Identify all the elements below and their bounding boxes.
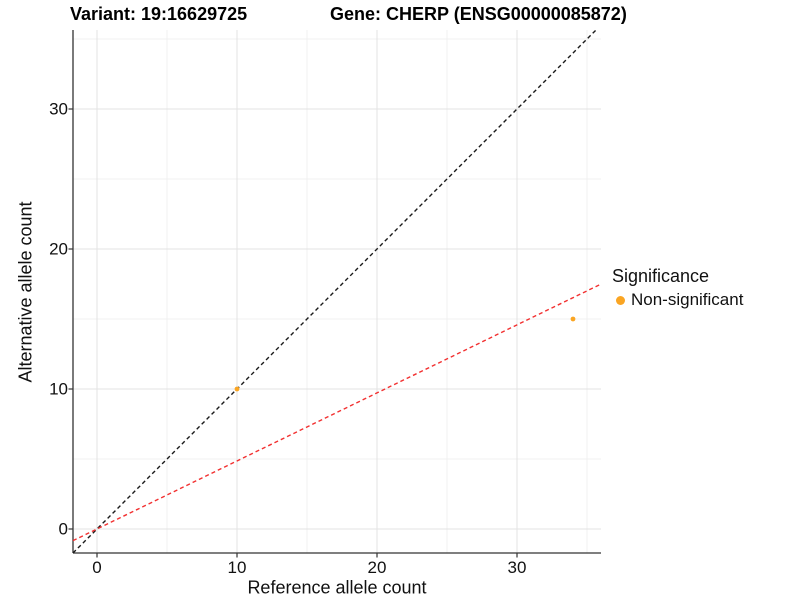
x-tick-label: 0 <box>92 558 102 577</box>
data-point <box>570 316 576 322</box>
x-tick-label: 30 <box>507 558 527 577</box>
legend: Significance Non-significant <box>612 266 743 310</box>
legend-entry-non-significant: Non-significant <box>616 290 743 310</box>
y-axis-title: Alternative allele count <box>15 201 36 383</box>
legend-title: Significance <box>612 266 710 286</box>
y-tick-label: 20 <box>49 239 68 259</box>
legend-entry-label: Non-significant <box>631 290 744 309</box>
x-tick-label: 20 <box>367 558 387 577</box>
x-tick-label: 10 <box>227 558 247 577</box>
x-axis-title: Reference allele count <box>247 577 427 598</box>
y-tick-label: 10 <box>49 379 68 399</box>
y-tick-label: 0 <box>58 519 68 539</box>
y-tick-label: 30 <box>49 99 68 119</box>
legend-point-icon <box>616 295 625 305</box>
fit-line <box>72 283 602 542</box>
plot-title-variant: Variant: 19:16629725 <box>70 4 248 24</box>
plot-title-gene: Gene: CHERP (ENSG00000085872) <box>330 4 627 24</box>
identity-line <box>72 29 597 554</box>
data-point <box>234 386 240 392</box>
